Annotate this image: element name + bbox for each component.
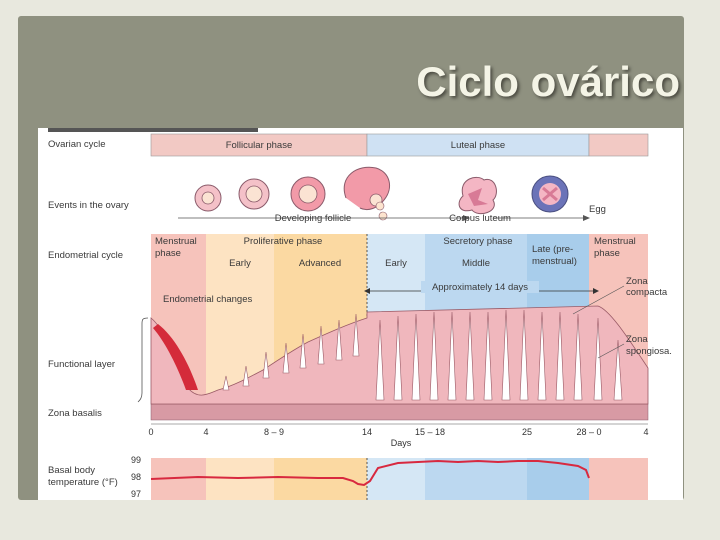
next-follicular-bar xyxy=(588,133,649,157)
ovulating-follicle-icon xyxy=(343,166,391,211)
day-tick-28-0: 28 – 0 xyxy=(576,427,601,437)
label-luteal-phase: Luteal phase xyxy=(451,140,505,151)
temp-band-sec-early xyxy=(367,458,425,500)
temp-band-prolif-early xyxy=(206,458,274,500)
temp-tick-99: 99 xyxy=(131,455,141,465)
day-tick-25: 25 xyxy=(522,427,532,437)
label-basal-temp-unit: temperature (°F) xyxy=(48,477,118,488)
label-late-b: menstrual) xyxy=(532,256,577,267)
menstrual-bleeding xyxy=(153,324,198,390)
label-endometrial-changes: Endometrial changes xyxy=(163,294,252,305)
functional-layer-brace xyxy=(137,317,149,403)
label-endometrial-cycle: Endometrial cycle xyxy=(48,250,123,261)
label-follicular-phase: Follicular phase xyxy=(226,140,293,151)
label-events-ovary: Events in the ovary xyxy=(48,200,129,211)
ovarian-cycle-diagram: Ovarian cycle Follicular phase Luteal ph… xyxy=(48,128,672,500)
temp-band-sec-late xyxy=(527,458,589,500)
day-tick-0: 0 xyxy=(148,427,153,437)
approx-label-bg xyxy=(421,281,539,293)
days-axis-label: Days xyxy=(391,438,412,448)
label-sec-early: Early xyxy=(385,258,407,269)
day-tick-4: 4 xyxy=(203,427,208,437)
label-sec-middle: Middle xyxy=(462,258,490,269)
day-tick-4b: 4 xyxy=(643,427,648,437)
corpus-arrowhead xyxy=(583,215,590,221)
temp-tick-97: 97 xyxy=(131,489,141,499)
day-tick-8-9: 8 – 9 xyxy=(264,427,284,437)
corpus-luteum-forming-icon xyxy=(458,176,497,215)
temp-tick-98: 98 xyxy=(131,472,141,482)
label-prolif-advanced: Advanced xyxy=(299,258,341,269)
follicle-stage-2-icon xyxy=(238,178,270,210)
ovarian-cycle-figure: Ovarian cycle Follicular phase Luteal ph… xyxy=(38,128,683,500)
compacta-pointer xyxy=(572,285,625,315)
label-menstrual-a: Menstrual xyxy=(155,236,197,247)
label-basal-temp: Basal body xyxy=(48,465,95,476)
label-developing-follicle: Developing follicle xyxy=(275,213,352,224)
label-menstrual2-b: phase xyxy=(594,248,620,259)
label-compacta-b: compacta xyxy=(626,287,668,298)
label-prolif-early: Early xyxy=(229,258,251,269)
basal-temperature-line xyxy=(150,459,590,487)
zona-basalis-strip xyxy=(150,403,649,421)
label-ovarian-cycle: Ovarian cycle xyxy=(48,139,106,150)
spongiosa-pointer xyxy=(597,343,625,359)
label-proliferative: Proliferative phase xyxy=(244,236,323,247)
label-egg: Egg xyxy=(589,204,606,215)
slide-title: Ciclo ovárico xyxy=(416,58,680,105)
label-spongiosa-b: spongiosa. xyxy=(626,346,672,357)
label-menstrual2-a: Menstrual xyxy=(594,236,636,247)
day-tick-15-18: 15 – 18 xyxy=(415,427,445,437)
temp-band-sec-mid xyxy=(425,458,527,500)
label-menstrual-b: phase xyxy=(155,248,181,259)
label-functional-layer: Functional layer xyxy=(48,359,115,370)
follicle-arrowhead xyxy=(463,215,470,221)
label-secretory: Secretory phase xyxy=(443,236,512,247)
label-approx-14-days: Approximately 14 days xyxy=(432,282,528,293)
label-zona-basalis: Zona basalis xyxy=(48,408,102,419)
follicle-stage-1-icon xyxy=(194,184,222,212)
label-spongiosa-a: Zona xyxy=(626,334,648,345)
cropped-header-text xyxy=(48,128,258,132)
endometrial-glands xyxy=(222,309,623,401)
egg-cell-icon xyxy=(378,211,388,221)
approx-arrow-right xyxy=(593,288,599,294)
day-tick-14: 14 xyxy=(362,427,372,437)
label-compacta-a: Zona xyxy=(626,276,648,287)
corpus-luteum-icon xyxy=(531,175,569,213)
label-corpus-luteum: Corpus luteum xyxy=(449,213,511,224)
label-late-a: Late (pre- xyxy=(532,244,573,255)
approx-arrow-left xyxy=(364,288,370,294)
temp-band-menstrual-next xyxy=(589,458,648,500)
follicle-stage-3-icon xyxy=(290,176,326,212)
